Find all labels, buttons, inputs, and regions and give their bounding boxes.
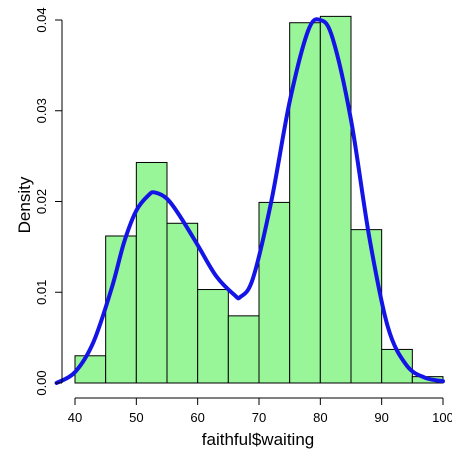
y-tick-label-0.03: 0.03 (34, 98, 49, 123)
histogram-bar-65-70 (227, 315, 260, 384)
y-axis-title: Density (15, 176, 34, 233)
histogram-bar-80-85 (319, 15, 352, 384)
histogram-bar-50-55 (135, 161, 168, 384)
x-tick-label-60: 60 (190, 410, 204, 425)
x-tick-label-70: 70 (252, 410, 266, 425)
x-tick-label-50: 50 (129, 410, 143, 425)
histogram-bar-85-90 (350, 229, 383, 384)
x-axis-title: faithful$waiting (202, 430, 314, 449)
x-tick-label-80: 80 (313, 410, 327, 425)
density-curve-layer (54, 17, 445, 385)
y-tick-label-0.02: 0.02 (34, 189, 49, 214)
density-curve (54, 17, 445, 385)
x-tick-label-90: 90 (374, 410, 388, 425)
histogram-bar-60-65 (197, 289, 229, 384)
x-tick-label-40: 40 (68, 410, 82, 425)
y-tick-label-0.00: 0.00 (34, 370, 49, 395)
y-axis: 0.00 0.01 0.02 0.03 0.04 (34, 7, 63, 396)
histogram-bar-55-60 (166, 222, 199, 384)
x-axis: 40 50 60 70 80 90 100 (68, 397, 452, 425)
y-tick-label-0.04: 0.04 (34, 7, 49, 32)
y-tick-label-0.01: 0.01 (34, 280, 49, 305)
x-tick-label-100: 100 (432, 410, 452, 425)
